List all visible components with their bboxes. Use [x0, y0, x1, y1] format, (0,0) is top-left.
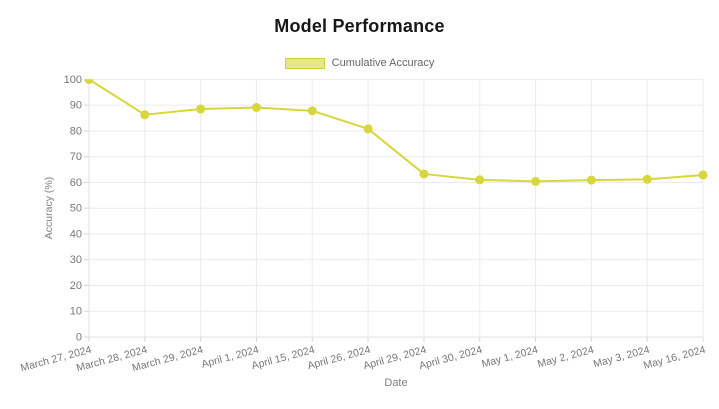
series-line — [88, 79, 704, 183]
y-tick-label: 10 — [70, 306, 82, 318]
data-point[interactable] — [698, 170, 708, 180]
data-point[interactable] — [307, 106, 317, 116]
data-point[interactable] — [84, 75, 94, 84]
y-tick-label: 80 — [70, 125, 82, 137]
x-tick-label: April 30, 2024 — [418, 344, 484, 372]
data-point[interactable] — [475, 175, 485, 185]
y-tick-label: 50 — [70, 203, 82, 215]
data-point[interactable] — [642, 174, 652, 184]
x-tick-label: May 3, 2024 — [592, 344, 651, 371]
data-point[interactable] — [531, 176, 541, 186]
data-point[interactable] — [140, 110, 150, 120]
x-tick-label: May 1, 2024 — [480, 344, 539, 371]
data-point[interactable] — [251, 102, 261, 112]
y-tick-label: 0 — [76, 332, 82, 344]
y-tick-label: 100 — [64, 74, 82, 86]
data-point[interactable] — [586, 175, 596, 185]
legend-swatch — [284, 57, 325, 69]
x-tick-label: May 2, 2024 — [536, 344, 595, 371]
y-tick-label: 20 — [70, 280, 82, 292]
y-tick-label: 40 — [70, 228, 82, 240]
data-point[interactable] — [196, 104, 206, 114]
legend-item-cumulative-accuracy[interactable]: Cumulative Accuracy — [0, 57, 719, 69]
x-tick-label: May 16, 2024 — [642, 344, 707, 372]
chart-title: Model Performance — [274, 16, 445, 36]
y-tick-label: 30 — [70, 254, 82, 266]
y-tick-label: 70 — [70, 151, 82, 163]
legend-label: Cumulative Accuracy — [331, 57, 435, 69]
data-point[interactable] — [363, 124, 373, 134]
x-axis-title: Date — [384, 377, 408, 389]
x-tick-label: April 26, 2024 — [306, 344, 372, 372]
y-tick-label: 90 — [70, 100, 82, 112]
series-cumulative-accuracy — [84, 75, 708, 186]
x-tick-label: April 29, 2024 — [362, 344, 428, 372]
y-tick-label: 60 — [70, 177, 82, 189]
data-point[interactable] — [419, 169, 429, 179]
x-tick-label: April 15, 2024 — [250, 344, 316, 372]
